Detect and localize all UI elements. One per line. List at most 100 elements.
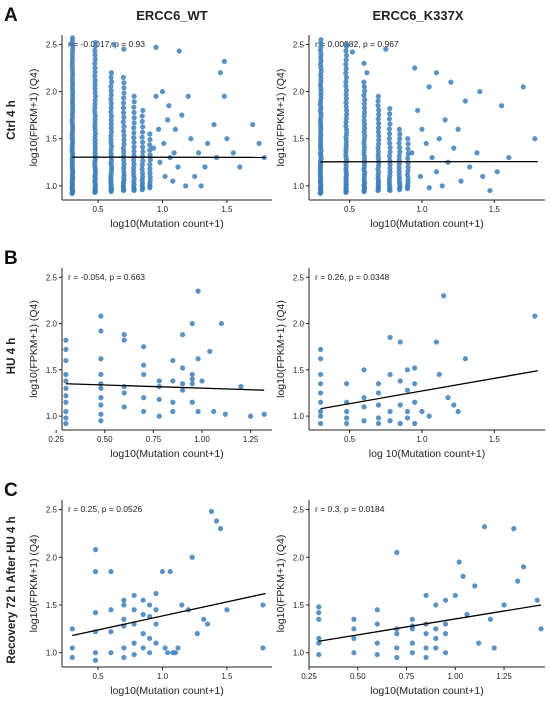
row-title-recovery: Recovery 72 h After HU 4 h <box>6 516 18 663</box>
panel-hu-k337x-point <box>317 356 324 362</box>
panel-recovery-wt-point <box>108 607 114 613</box>
panel-hu-k337x-point <box>426 413 432 419</box>
panel-ctrl-wt-point <box>92 43 98 49</box>
panel-ctrl-wt-point <box>108 101 114 107</box>
panel-ctrl-wt-point <box>108 83 114 89</box>
panel-ctrl-wt-point <box>140 139 146 145</box>
panel-ctrl-k337x-point <box>387 111 393 117</box>
panel-ctrl-wt-point <box>188 136 194 142</box>
panel-ctrl-wt-point <box>179 112 185 118</box>
panel-hu-wt-y-axis-label: log10(FPKM+1) (Q4) <box>28 300 40 398</box>
panel-recovery-k337x-x-tick-label: 1.00 <box>447 672 463 681</box>
panel-hu-k337x-point <box>397 402 403 408</box>
panel-ctrl-k337x-point <box>442 117 448 123</box>
panel-hu-k337x-point <box>361 404 367 410</box>
panel-ctrl-k337x-point <box>487 187 493 194</box>
panel-recovery-k337x-point <box>515 578 521 584</box>
column-title-k337x: ERCC6_K337X <box>372 8 463 23</box>
panel-ctrl-k337x-point <box>386 126 392 132</box>
panel-ctrl-wt-point <box>140 158 146 164</box>
panel-ctrl-wt-point <box>108 74 114 80</box>
panel-ctrl-k337x-point <box>386 131 393 137</box>
panel-recovery-wt-y-tick-label: 1.0 <box>46 649 58 658</box>
panel-ctrl-wt-point <box>139 162 145 168</box>
panel-recovery-k337x-y-tick-label: 2.5 <box>293 506 305 515</box>
panel-hu-wt-point <box>195 408 201 415</box>
panel-ctrl-wt-point <box>131 109 137 116</box>
panel-ctrl-k337x-point <box>343 91 349 97</box>
panel-hu-wt-point <box>63 337 69 343</box>
panel-hu-k337x-point <box>317 346 324 353</box>
panel-ctrl-k337x-x-tick-label: 1.5 <box>489 205 501 214</box>
panel-ctrl-wt-point <box>108 88 114 94</box>
panel-ctrl-k337x-point <box>361 105 368 111</box>
panel-hu-k337x-point <box>387 408 393 415</box>
panel-recovery-k337x-point <box>481 524 488 530</box>
panel-recovery-wt-point <box>121 602 127 608</box>
panel-hu-k337x-point <box>317 413 324 419</box>
panel-ctrl-wt-point <box>198 183 204 189</box>
panel-ctrl-wt-point <box>172 126 178 132</box>
panel-ctrl-wt-point <box>92 120 98 126</box>
panel-recovery-k337x-x-tick-label: 0.25 <box>301 672 317 681</box>
panel-hu-wt-point <box>98 328 104 334</box>
panel-ctrl-wt-point <box>157 159 163 165</box>
panel-recovery-wt-y-tick-label: 2.0 <box>46 553 58 562</box>
panel-hu-k337x-point <box>317 408 324 415</box>
panel-ctrl-wt-point <box>121 114 127 120</box>
panel-ctrl-k337x-point <box>387 140 393 146</box>
panel-recovery-wt-point <box>214 518 220 524</box>
panel-ctrl-wt-point <box>108 109 114 115</box>
panel-recovery-k337x-x-tick-label: 0.75 <box>399 672 415 681</box>
panel-ctrl-k337x-point <box>520 84 526 90</box>
panel-recovery-k337x-point <box>456 559 462 565</box>
panel-ctrl-k337x-point <box>396 126 402 132</box>
panel-ctrl-wt-point <box>140 144 146 150</box>
panel-ctrl-wt-point <box>165 117 171 123</box>
panel-ctrl-wt-point <box>147 152 153 158</box>
panel-ctrl-wt-point <box>108 79 115 85</box>
panel-ctrl-wt-point <box>131 125 137 131</box>
panel-recovery-wt-y-tick-label: 1.5 <box>46 601 58 610</box>
panel-hu-k337x-point <box>317 390 324 396</box>
panel-ctrl-k337x-point <box>376 107 382 113</box>
panel-hu-wt-x-tick-label: 1.25 <box>243 435 259 444</box>
panel-recovery-k337x-point <box>452 592 458 599</box>
panel-recovery-wt-point <box>153 590 159 597</box>
panel-recovery-wt-point <box>162 645 168 651</box>
panel-hu-wt-x-axis-label: log10(Mutation count+1) <box>110 448 224 460</box>
panel-ctrl-k337x-point <box>318 44 324 50</box>
panel-ctrl-wt-point <box>147 131 153 137</box>
panel-recovery-wt-point <box>147 602 153 608</box>
panel-recovery-k337x-point <box>316 640 322 646</box>
panel-ctrl-wt-point <box>156 126 162 132</box>
panel-recovery-wt-point <box>217 526 224 532</box>
panel-ctrl-k337x-point <box>383 46 389 52</box>
panel-ctrl-k337x-point <box>343 130 350 136</box>
panel-ctrl-wt-point <box>120 145 126 151</box>
panel-hu-wt-point <box>156 378 162 384</box>
panel-ctrl-wt-point <box>121 46 127 52</box>
panel-ctrl-wt-y-tick-label: 2.5 <box>46 40 58 49</box>
panel-ctrl-wt-point <box>147 142 153 148</box>
panel-recovery-k337x-point <box>460 573 466 579</box>
panel-hu-wt-point <box>98 385 104 391</box>
panel-ctrl-k337x-x-tick-label: 0.5 <box>344 205 356 214</box>
panel-ctrl-wt-point <box>120 95 127 101</box>
panel-ctrl-k337x-point <box>386 135 392 142</box>
panel-ctrl-k337x-point <box>433 169 440 175</box>
panel-ctrl-wt-point <box>185 93 191 99</box>
panel-ctrl-k337x-point <box>387 145 393 151</box>
panel-ctrl-k337x-point <box>396 140 402 146</box>
panel-ctrl-wt-point <box>140 124 146 130</box>
panel-hu-wt-point <box>63 378 69 384</box>
panel-ctrl-k337x-point <box>412 65 418 71</box>
panel-ctrl-wt-point <box>131 144 137 150</box>
panel-ctrl-k337x-point <box>498 103 505 109</box>
panel-ctrl-k337x-point <box>361 125 368 131</box>
panel-ctrl-k337x-point <box>480 173 486 180</box>
panel-ctrl-k337x-y-tick-label: 1.0 <box>293 182 305 191</box>
panel-hu-wt-y-tick-label: 2.0 <box>46 320 58 329</box>
panel-ctrl-k337x-point <box>361 109 368 115</box>
panel-hu-k337x-point <box>451 402 457 408</box>
